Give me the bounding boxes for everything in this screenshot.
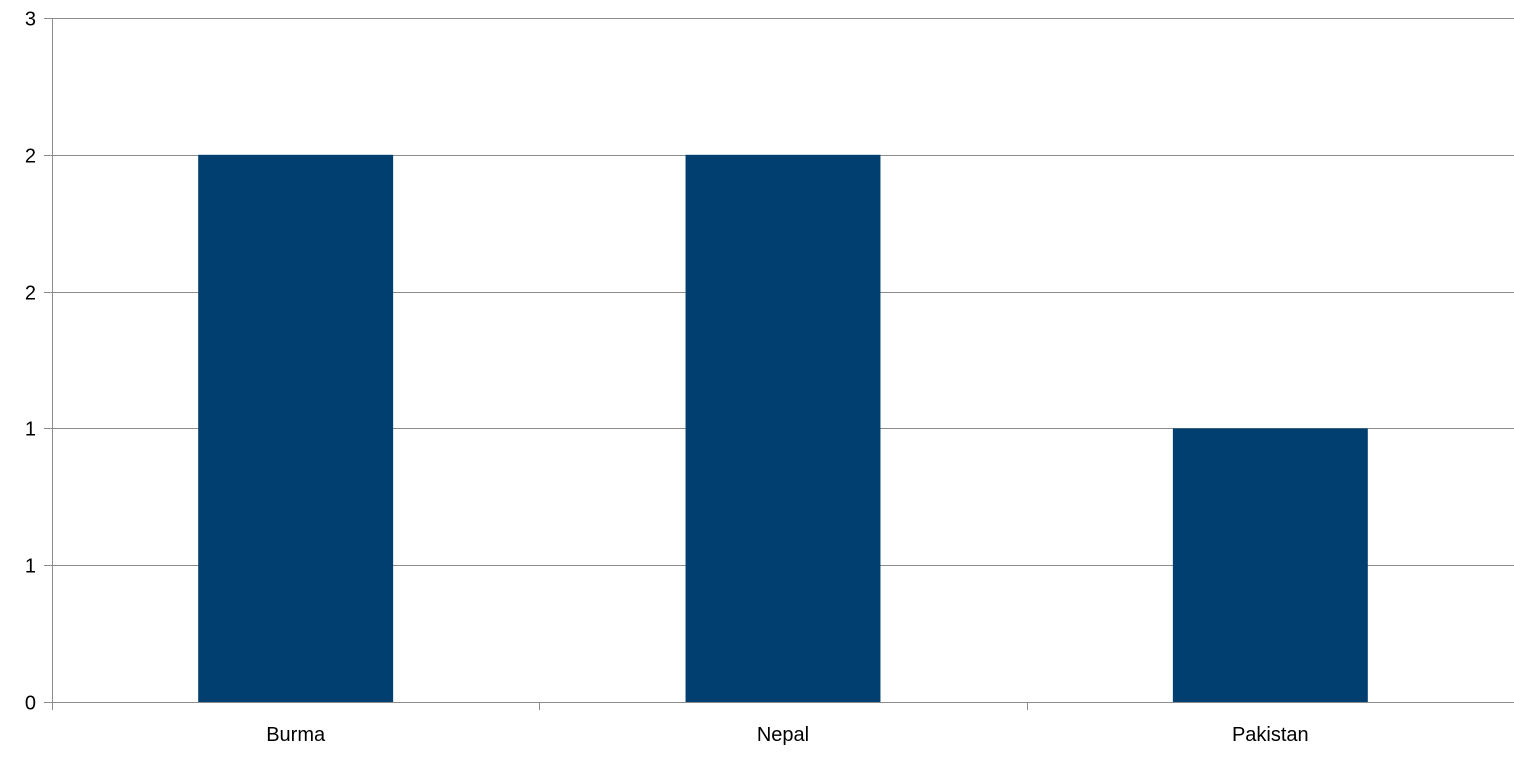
axes <box>44 18 1514 710</box>
y-tick-label: 0 <box>25 693 36 715</box>
tick-labels: 0 1 1 2 2 3 Burma Nepal Pakistan <box>25 9 1309 747</box>
y-tick-label: 2 <box>25 146 36 168</box>
y-tick-label: 3 <box>25 9 36 31</box>
bars <box>198 154 1368 703</box>
x-tick-label: Burma <box>266 724 326 746</box>
y-tick-label: 1 <box>25 419 36 441</box>
y-tick-label: 2 <box>25 283 36 305</box>
bar-burma <box>198 154 394 703</box>
y-tick-label: 1 <box>25 556 36 578</box>
x-tick-label: Pakistan <box>1232 724 1309 746</box>
x-tick-label: Nepal <box>757 724 809 746</box>
bar-nepal <box>685 154 881 703</box>
bar-pakistan <box>1172 428 1368 702</box>
